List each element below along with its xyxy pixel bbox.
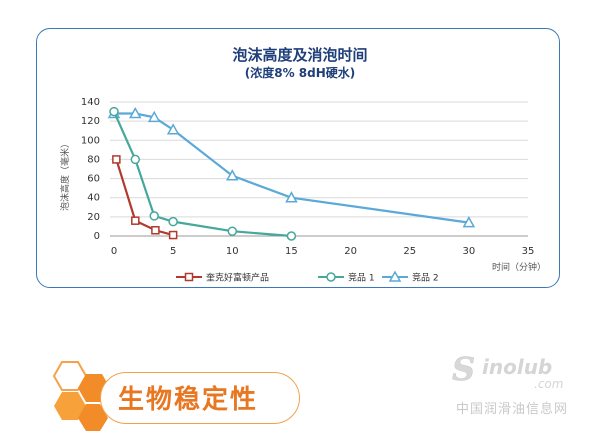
x-tick-label: 15 xyxy=(285,246,298,257)
series-line xyxy=(112,111,292,238)
data-point xyxy=(326,272,336,282)
data-point xyxy=(388,270,402,282)
x-tick-label: 0 xyxy=(111,246,117,257)
y-tick-label: 100 xyxy=(81,135,100,146)
legend-item: 竞品 1 xyxy=(318,272,375,284)
data-point xyxy=(149,211,159,221)
data-point xyxy=(462,216,476,228)
data-point xyxy=(168,216,178,227)
x-tick-label: 30 xyxy=(462,246,475,257)
x-axis-label: 时间（分钟） xyxy=(492,261,546,273)
series-line xyxy=(115,159,174,237)
chart-card xyxy=(36,28,560,288)
data-point xyxy=(184,272,194,282)
data-point xyxy=(226,169,239,181)
x-tick-label: 35 xyxy=(522,246,535,257)
x-tick-label: 20 xyxy=(344,246,357,257)
legend-item: 竞品 2 xyxy=(382,270,439,284)
data-point xyxy=(131,216,140,225)
x-tick-label: 10 xyxy=(226,246,239,257)
data-point xyxy=(109,106,119,117)
series-line xyxy=(114,112,470,224)
y-tick-label: 120 xyxy=(81,116,100,127)
chart-subtitle: (浓度8% 8dH硬水) xyxy=(244,66,356,80)
data-point xyxy=(227,226,238,236)
hexagon-icon xyxy=(52,361,110,431)
y-tick-label: 40 xyxy=(87,193,100,204)
y-tick-label: 140 xyxy=(81,97,100,108)
data-point xyxy=(130,154,141,165)
y-tick-label: 80 xyxy=(87,154,100,165)
watermark-site-name: 中国润滑油信息网 xyxy=(456,402,569,417)
svg-text:S: S xyxy=(452,350,475,388)
section-badge-label: 生物稳定性 xyxy=(118,385,259,415)
data-point xyxy=(285,191,298,203)
chart-title: 泡沫高度及消泡时间 xyxy=(232,46,368,64)
data-point xyxy=(151,226,160,235)
data-point xyxy=(147,110,161,123)
sinolub-logo: S inolub .com xyxy=(452,350,564,391)
svg-text:inolub: inolub xyxy=(482,355,552,379)
x-tick-label: 5 xyxy=(170,246,176,257)
legend-label: 竞品 2 xyxy=(412,272,439,284)
data-point xyxy=(286,231,297,241)
legend-label: 奎克好富顿产品 xyxy=(206,272,269,284)
foam-height-chart: 0 20 40 60 80 100 120 140 0 5 10 15 20 25 30 35 泡沫高度（毫… xyxy=(59,97,546,284)
y-axis-label: 泡沫高度（毫米） xyxy=(59,139,71,211)
data-point xyxy=(166,123,180,135)
svg-text:.com: .com xyxy=(534,377,563,391)
y-tick-label: 0 xyxy=(94,231,100,242)
series-square xyxy=(112,155,178,240)
section-badge xyxy=(100,372,300,424)
legend-item: 奎克好富顿产品 xyxy=(176,272,269,284)
data-point xyxy=(168,230,178,240)
x-tick-label: 25 xyxy=(403,246,416,257)
y-tick-label: 20 xyxy=(87,212,100,223)
y-tick-label: 60 xyxy=(87,174,100,185)
series-triangle xyxy=(107,106,476,228)
legend-label: 竞品 1 xyxy=(348,272,375,284)
data-point xyxy=(129,106,142,119)
series-circle xyxy=(109,106,297,241)
data-point xyxy=(112,155,121,164)
